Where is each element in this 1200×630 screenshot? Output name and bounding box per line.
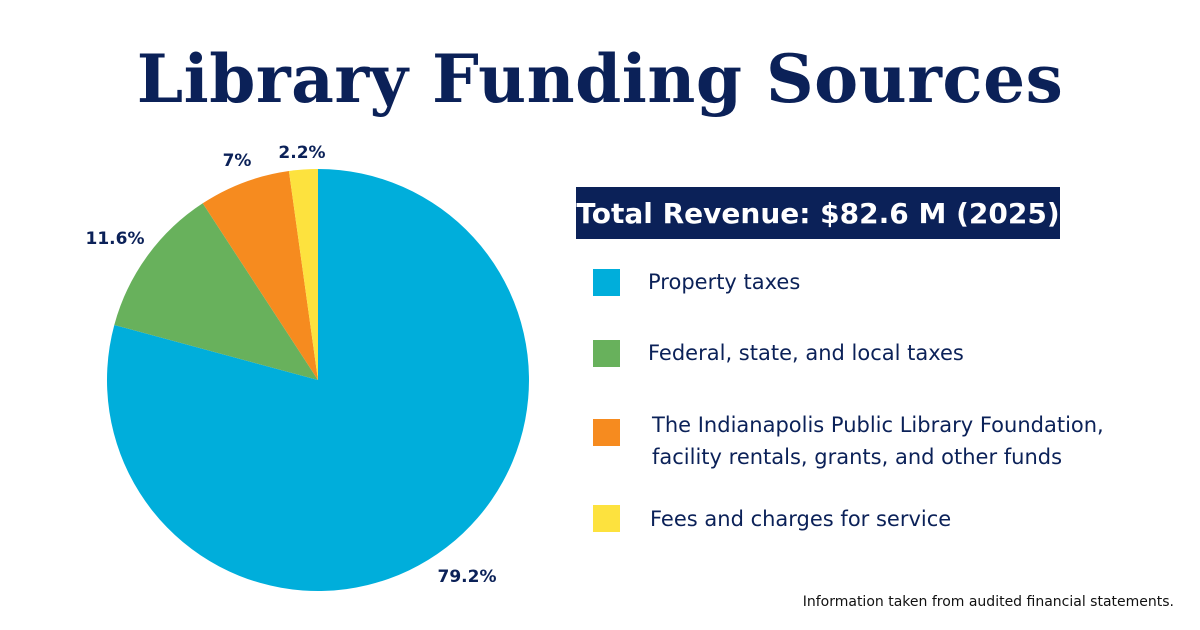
- legend-label-line: Fees and charges for service: [650, 507, 952, 531]
- pie-slice-fees-charges: [288, 169, 318, 380]
- pie-slice-foundation-rentals-grants: [202, 171, 318, 380]
- legend-label: The Indianapolis Public Library Foundati…: [652, 409, 1104, 473]
- pie-value-labels: 79.2% 11.6% 7% 2.2%: [86, 143, 497, 587]
- total-revenue-banner: Total Revenue: $82.6 M (2025): [576, 187, 1060, 239]
- legend-label: Fees and charges for service: [650, 503, 951, 535]
- legend-label: Property taxes: [648, 266, 800, 298]
- legend-swatch: [593, 505, 620, 532]
- footnote: Information taken from audited financial…: [802, 594, 1174, 610]
- legend-label-line: facility rentals, grants, and other fund…: [652, 445, 1063, 469]
- pie-slices: [106, 169, 529, 591]
- pie-value-label-fees-charges: 2.2%: [278, 143, 325, 163]
- legend-swatch: [593, 340, 620, 367]
- chart-title: Library Funding Sources: [136, 40, 1064, 118]
- legend-swatch: [593, 419, 620, 446]
- legend-swatch: [593, 269, 620, 296]
- legend-label-line: The Indianapolis Public Library Foundati…: [652, 413, 1104, 437]
- legend-label: Federal, state, and local taxes: [648, 337, 964, 369]
- legend-label-line: Property taxes: [648, 270, 801, 294]
- legend-label-line: Federal, state, and local taxes: [648, 341, 964, 365]
- pie-value-label-property-taxes: 79.2%: [438, 567, 497, 587]
- pie-slice-federal-state-local-taxes: [114, 203, 318, 380]
- pie-value-label-foundation-rentals-grants: 7%: [223, 151, 252, 171]
- pie-slice-property-taxes: [106, 169, 529, 591]
- pie-value-label-federal-state-local-taxes: 11.6%: [86, 229, 145, 249]
